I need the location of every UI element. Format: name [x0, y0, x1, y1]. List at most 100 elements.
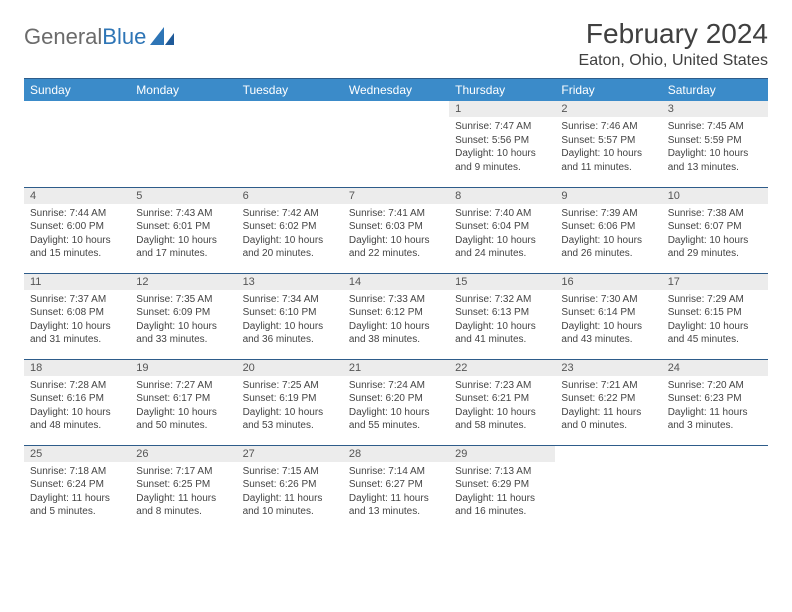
month-title: February 2024 [579, 18, 768, 50]
calendar-table: Sunday Monday Tuesday Wednesday Thursday… [24, 78, 768, 531]
day-number: 29 [449, 446, 555, 462]
dow-thursday: Thursday [449, 79, 555, 102]
day-details: Sunrise: 7:44 AMSunset: 6:00 PMDaylight:… [24, 204, 130, 265]
day-number: 16 [555, 274, 661, 290]
day-details: Sunrise: 7:41 AMSunset: 6:03 PMDaylight:… [343, 204, 449, 265]
day-cell: 12Sunrise: 7:35 AMSunset: 6:09 PMDayligh… [130, 273, 236, 359]
day-number: 26 [130, 446, 236, 462]
location: Eaton, Ohio, United States [579, 52, 768, 70]
day-number: 24 [662, 360, 768, 376]
day-details: Sunrise: 7:37 AMSunset: 6:08 PMDaylight:… [24, 290, 130, 351]
day-number: 18 [24, 360, 130, 376]
calendar-row: 4Sunrise: 7:44 AMSunset: 6:00 PMDaylight… [24, 187, 768, 273]
day-cell: 21Sunrise: 7:24 AMSunset: 6:20 PMDayligh… [343, 359, 449, 445]
day-number: 2 [555, 101, 661, 117]
day-cell: 2Sunrise: 7:46 AMSunset: 5:57 PMDaylight… [555, 101, 661, 187]
empty-cell [555, 445, 661, 531]
logo-text-general: General [24, 24, 102, 50]
day-details: Sunrise: 7:39 AMSunset: 6:06 PMDaylight:… [555, 204, 661, 265]
day-cell: 28Sunrise: 7:14 AMSunset: 6:27 PMDayligh… [343, 445, 449, 531]
day-details: Sunrise: 7:47 AMSunset: 5:56 PMDaylight:… [449, 117, 555, 178]
day-number: 1 [449, 101, 555, 117]
day-cell: 6Sunrise: 7:42 AMSunset: 6:02 PMDaylight… [237, 187, 343, 273]
day-cell: 19Sunrise: 7:27 AMSunset: 6:17 PMDayligh… [130, 359, 236, 445]
day-number: 12 [130, 274, 236, 290]
day-details: Sunrise: 7:28 AMSunset: 6:16 PMDaylight:… [24, 376, 130, 437]
day-details: Sunrise: 7:15 AMSunset: 6:26 PMDaylight:… [237, 462, 343, 523]
logo: GeneralBlue [24, 24, 176, 50]
day-number: 22 [449, 360, 555, 376]
day-cell: 1Sunrise: 7:47 AMSunset: 5:56 PMDaylight… [449, 101, 555, 187]
day-number: 9 [555, 188, 661, 204]
empty-cell [343, 101, 449, 187]
day-details: Sunrise: 7:38 AMSunset: 6:07 PMDaylight:… [662, 204, 768, 265]
day-details: Sunrise: 7:43 AMSunset: 6:01 PMDaylight:… [130, 204, 236, 265]
day-cell: 17Sunrise: 7:29 AMSunset: 6:15 PMDayligh… [662, 273, 768, 359]
day-cell: 26Sunrise: 7:17 AMSunset: 6:25 PMDayligh… [130, 445, 236, 531]
day-number: 10 [662, 188, 768, 204]
day-number: 28 [343, 446, 449, 462]
dow-wednesday: Wednesday [343, 79, 449, 102]
day-details: Sunrise: 7:20 AMSunset: 6:23 PMDaylight:… [662, 376, 768, 437]
day-details: Sunrise: 7:13 AMSunset: 6:29 PMDaylight:… [449, 462, 555, 523]
calendar-row: 1Sunrise: 7:47 AMSunset: 5:56 PMDaylight… [24, 101, 768, 187]
day-number: 20 [237, 360, 343, 376]
day-number: 6 [237, 188, 343, 204]
day-number: 13 [237, 274, 343, 290]
day-number: 19 [130, 360, 236, 376]
day-cell: 20Sunrise: 7:25 AMSunset: 6:19 PMDayligh… [237, 359, 343, 445]
day-cell: 13Sunrise: 7:34 AMSunset: 6:10 PMDayligh… [237, 273, 343, 359]
day-cell: 8Sunrise: 7:40 AMSunset: 6:04 PMDaylight… [449, 187, 555, 273]
day-details: Sunrise: 7:25 AMSunset: 6:19 PMDaylight:… [237, 376, 343, 437]
dow-row: Sunday Monday Tuesday Wednesday Thursday… [24, 79, 768, 102]
day-details: Sunrise: 7:46 AMSunset: 5:57 PMDaylight:… [555, 117, 661, 178]
day-cell: 23Sunrise: 7:21 AMSunset: 6:22 PMDayligh… [555, 359, 661, 445]
day-cell: 5Sunrise: 7:43 AMSunset: 6:01 PMDaylight… [130, 187, 236, 273]
logo-sail-icon [150, 27, 176, 47]
day-cell: 7Sunrise: 7:41 AMSunset: 6:03 PMDaylight… [343, 187, 449, 273]
day-number: 11 [24, 274, 130, 290]
day-number: 7 [343, 188, 449, 204]
day-cell: 29Sunrise: 7:13 AMSunset: 6:29 PMDayligh… [449, 445, 555, 531]
day-details: Sunrise: 7:40 AMSunset: 6:04 PMDaylight:… [449, 204, 555, 265]
day-cell: 24Sunrise: 7:20 AMSunset: 6:23 PMDayligh… [662, 359, 768, 445]
day-number: 15 [449, 274, 555, 290]
day-number: 21 [343, 360, 449, 376]
day-number: 25 [24, 446, 130, 462]
day-number: 23 [555, 360, 661, 376]
calendar-row: 25Sunrise: 7:18 AMSunset: 6:24 PMDayligh… [24, 445, 768, 531]
day-number: 8 [449, 188, 555, 204]
day-number: 3 [662, 101, 768, 117]
day-cell: 15Sunrise: 7:32 AMSunset: 6:13 PMDayligh… [449, 273, 555, 359]
day-number: 27 [237, 446, 343, 462]
day-details: Sunrise: 7:21 AMSunset: 6:22 PMDaylight:… [555, 376, 661, 437]
logo-text-blue: Blue [102, 24, 146, 50]
day-details: Sunrise: 7:24 AMSunset: 6:20 PMDaylight:… [343, 376, 449, 437]
day-cell: 18Sunrise: 7:28 AMSunset: 6:16 PMDayligh… [24, 359, 130, 445]
day-details: Sunrise: 7:35 AMSunset: 6:09 PMDaylight:… [130, 290, 236, 351]
calendar-row: 11Sunrise: 7:37 AMSunset: 6:08 PMDayligh… [24, 273, 768, 359]
calendar-body: 1Sunrise: 7:47 AMSunset: 5:56 PMDaylight… [24, 101, 768, 531]
day-details: Sunrise: 7:42 AMSunset: 6:02 PMDaylight:… [237, 204, 343, 265]
header: GeneralBlue February 2024 Eaton, Ohio, U… [24, 18, 768, 70]
empty-cell [130, 101, 236, 187]
dow-sunday: Sunday [24, 79, 130, 102]
day-number: 17 [662, 274, 768, 290]
dow-friday: Friday [555, 79, 661, 102]
day-number: 4 [24, 188, 130, 204]
day-cell: 14Sunrise: 7:33 AMSunset: 6:12 PMDayligh… [343, 273, 449, 359]
day-cell: 11Sunrise: 7:37 AMSunset: 6:08 PMDayligh… [24, 273, 130, 359]
day-cell: 27Sunrise: 7:15 AMSunset: 6:26 PMDayligh… [237, 445, 343, 531]
day-details: Sunrise: 7:14 AMSunset: 6:27 PMDaylight:… [343, 462, 449, 523]
day-details: Sunrise: 7:32 AMSunset: 6:13 PMDaylight:… [449, 290, 555, 351]
day-details: Sunrise: 7:34 AMSunset: 6:10 PMDaylight:… [237, 290, 343, 351]
day-cell: 9Sunrise: 7:39 AMSunset: 6:06 PMDaylight… [555, 187, 661, 273]
day-details: Sunrise: 7:33 AMSunset: 6:12 PMDaylight:… [343, 290, 449, 351]
day-cell: 3Sunrise: 7:45 AMSunset: 5:59 PMDaylight… [662, 101, 768, 187]
day-details: Sunrise: 7:27 AMSunset: 6:17 PMDaylight:… [130, 376, 236, 437]
day-number: 5 [130, 188, 236, 204]
day-cell: 22Sunrise: 7:23 AMSunset: 6:21 PMDayligh… [449, 359, 555, 445]
day-cell: 16Sunrise: 7:30 AMSunset: 6:14 PMDayligh… [555, 273, 661, 359]
calendar-row: 18Sunrise: 7:28 AMSunset: 6:16 PMDayligh… [24, 359, 768, 445]
day-details: Sunrise: 7:30 AMSunset: 6:14 PMDaylight:… [555, 290, 661, 351]
